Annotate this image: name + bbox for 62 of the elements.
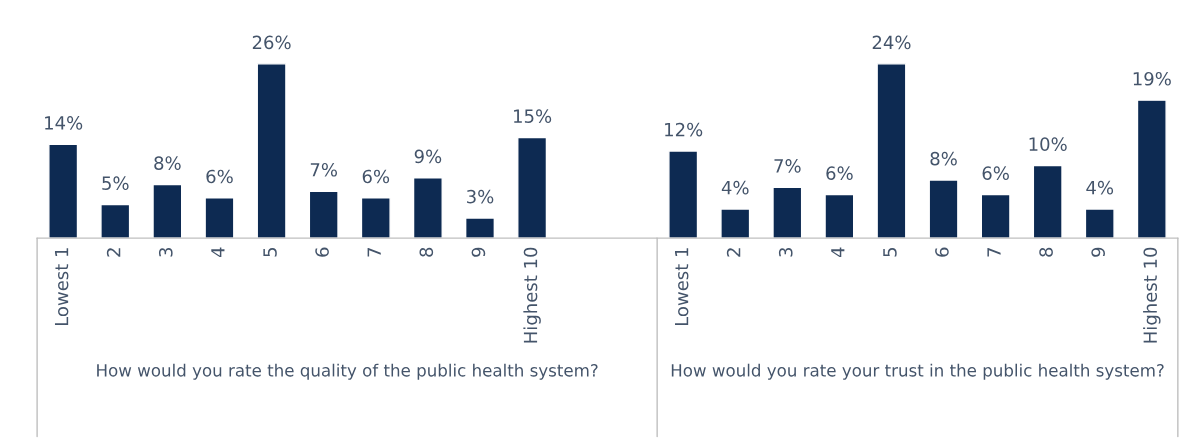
bar (464, 217, 496, 239)
data-label: 7% (310, 162, 338, 177)
data-label: 7% (774, 159, 801, 173)
bar (928, 179, 959, 239)
data-label: 8% (154, 156, 181, 170)
data-label: 24% (872, 35, 911, 50)
bar (1136, 99, 1167, 239)
data-label: 14% (45, 116, 83, 130)
bar (48, 143, 79, 239)
x-tick-label: 3 (778, 247, 793, 257)
x-tick-label: 9 (471, 247, 486, 257)
bar (412, 177, 443, 239)
data-label: 6% (826, 166, 853, 180)
bar (308, 190, 339, 239)
data-label: 6% (982, 166, 1009, 180)
bar (256, 63, 287, 239)
x-tick-label: 7 (987, 248, 1001, 257)
data-label: 26% (252, 35, 291, 50)
x-tick-label: 5 (883, 248, 897, 257)
data-label: 10% (1029, 137, 1067, 151)
bar (517, 136, 548, 239)
x-tick-label: 5 (263, 248, 277, 257)
data-label: 15% (514, 109, 552, 123)
bar (152, 183, 183, 239)
bar (100, 203, 131, 239)
data-label: 12% (665, 122, 703, 137)
data-label: 4% (1086, 180, 1114, 195)
x-tick-label: 8 (1039, 247, 1053, 257)
x-tick-label: 2 (726, 248, 741, 257)
bar (720, 208, 751, 239)
x-tick-label: 7 (367, 248, 381, 257)
data-label: 6% (206, 169, 233, 184)
data-label: 8% (930, 151, 957, 166)
bar (1084, 208, 1115, 239)
x-tick-label: 9 (1091, 247, 1105, 257)
x-axis-title: How would you rate your trust in the public health system? (671, 363, 1164, 380)
x-tick-label: Lowest 1 (675, 248, 689, 326)
x-tick-label: 6 (935, 247, 949, 257)
x-tick-label: 4 (211, 247, 225, 258)
x-tick-label: Highest 10 (523, 247, 541, 343)
x-tick-label: Lowest 1 (54, 248, 69, 326)
x-tick-label: 8 (419, 247, 434, 257)
data-label: 19% (1133, 71, 1171, 86)
bar (980, 193, 1011, 239)
data-label: 9% (414, 149, 442, 164)
x-tick-label: 3 (158, 247, 173, 257)
bar (668, 150, 699, 239)
data-label: 3% (467, 189, 494, 204)
bar (772, 186, 803, 239)
x-tick-label: 4 (831, 247, 845, 258)
bar (876, 63, 907, 239)
data-label: 4% (721, 180, 749, 195)
data-label: 5% (102, 176, 129, 191)
x-tick-label: 2 (106, 248, 121, 257)
bar (204, 197, 235, 239)
x-tick-label: 6 (315, 247, 329, 257)
data-label: 6% (362, 169, 390, 184)
bar (360, 197, 391, 239)
x-tick-label: Highest 10 (1143, 247, 1161, 343)
x-axis-title: How would you rate the quality of the public health system? (97, 363, 598, 380)
bar (824, 193, 855, 239)
bar (1032, 164, 1063, 239)
